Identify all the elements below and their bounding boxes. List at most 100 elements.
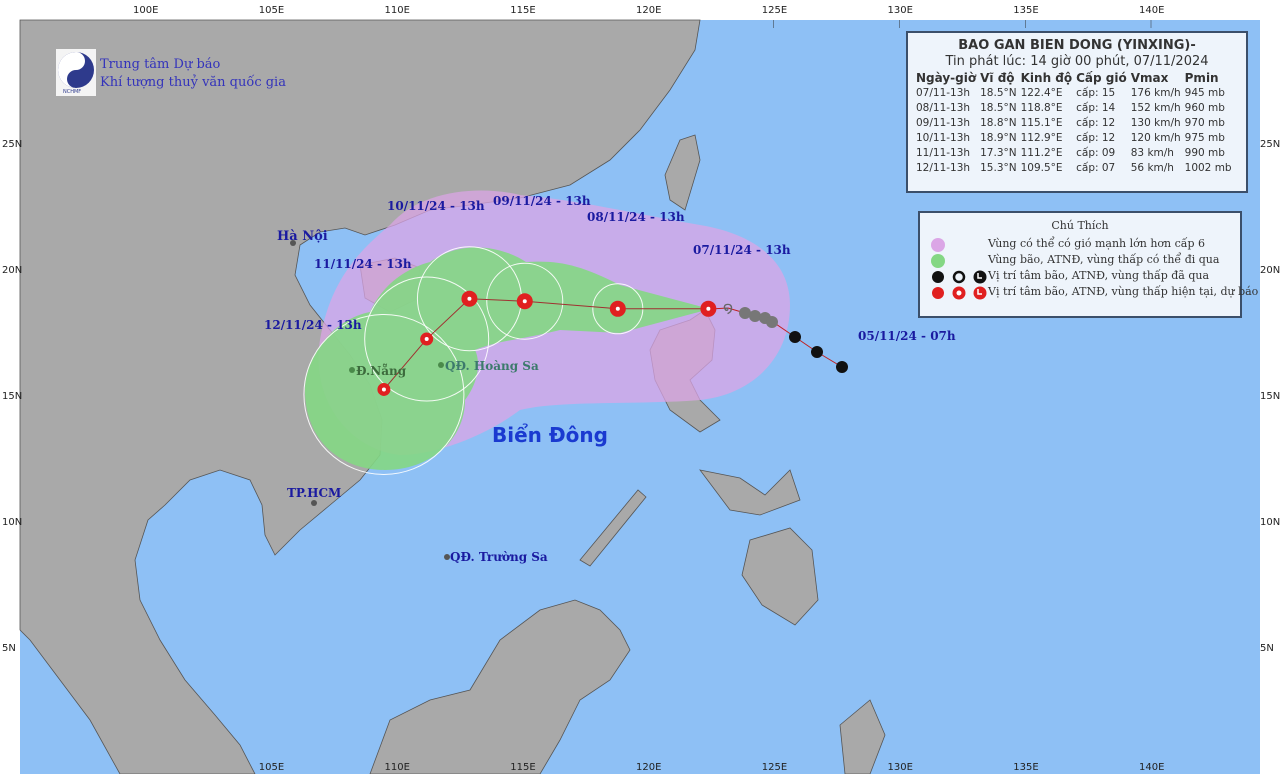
lon-label-top: 135E xyxy=(1013,5,1039,16)
past-storm-symbols-icon xyxy=(932,270,987,284)
table-cell: 11/11-13h xyxy=(916,147,971,159)
table-cell: 07/11-13h xyxy=(916,87,971,99)
table-row: 11/11-13h 17.3°N 111.2°E cấp: 09 83 km/h 990 … xyxy=(914,146,1234,161)
track-cone xyxy=(305,247,710,470)
table-cell: 945 mb xyxy=(1184,87,1225,99)
lat-label-left: 10N xyxy=(2,517,23,528)
table-cell: 83 km/h xyxy=(1130,147,1174,159)
table-header: Vĩ độ xyxy=(980,71,1015,85)
table-cell: 08/11-13h xyxy=(916,102,971,114)
label-07-11: 07/11/24 - 13h xyxy=(693,243,791,257)
lat-label-right: 20N xyxy=(1260,265,1280,276)
past-storm-icon xyxy=(789,331,801,343)
table-cell: 111.2°E xyxy=(1020,147,1063,159)
legend-panel: Chú Thích Vùng có thể có gió mạnh lớn hơ… xyxy=(918,211,1258,318)
uncertainty-circle xyxy=(364,276,490,402)
forecast-storm-icon xyxy=(377,382,391,396)
past-storm-icon xyxy=(749,310,761,322)
table-header: Kinh độ xyxy=(1020,71,1073,85)
lon-label-top: 105E xyxy=(258,5,285,16)
past-storm-icon xyxy=(739,307,751,319)
lat-label-right: 25N xyxy=(1260,139,1280,150)
table-cell: 112.9°E xyxy=(1020,132,1063,144)
organization-name: Trung tâm Dự báo Khí tượng thuỷ văn quốc… xyxy=(100,56,286,92)
uncertainty-circle xyxy=(303,313,465,475)
table-cell: 975 mb xyxy=(1184,132,1225,144)
forecast-storm-symbols-icon xyxy=(932,286,987,300)
table-row: 07/11-13h 18.5°N 122.4°E cấp: 15 176 km/h 945… xyxy=(914,86,1234,101)
lat-label-left: 15N xyxy=(2,391,23,402)
table-row: 08/11-13h 18.5°N 118.8°E cấp: 14 152 km/h 960… xyxy=(914,101,1234,116)
lat-label-left: 25N xyxy=(2,139,23,150)
lat-label-right: 15N xyxy=(1260,391,1280,402)
legend-label: Vùng bão, ATNĐ, vùng thấp có thể đi qua xyxy=(988,253,1220,266)
lat-label-right: 5N xyxy=(1260,643,1274,654)
table-header: Pmin xyxy=(1184,71,1219,85)
past-storm-icon: ໑ xyxy=(723,298,733,317)
place-hcm: TP.HCM xyxy=(287,486,342,500)
logo-badge: NCHMF xyxy=(63,89,82,95)
place-hoang-sa: QĐ. Hoàng Sa xyxy=(445,359,539,373)
mindanao xyxy=(741,527,819,626)
legend-item-past: Vị trí tâm bão, ATNĐ, vùng thấp đã qua xyxy=(920,269,1240,285)
forecast-storm-icon xyxy=(420,332,434,346)
forecast-storm-icon xyxy=(461,290,478,307)
lat-label-left: 20N xyxy=(2,265,23,276)
table-row: 09/11-13h 18.8°N 115.1°E cấp: 12 130 km/h 970… xyxy=(914,116,1234,131)
lon-label-top: 130E xyxy=(887,5,913,16)
table-cell: 09/11-13h xyxy=(916,117,971,129)
table-row: 12/11-13h 15.3°N 109.5°E cấp: 07 56 km/h 1002… xyxy=(914,161,1234,176)
lon-label-top: 110E xyxy=(384,5,410,16)
past-storm-icon xyxy=(811,346,823,358)
borneo xyxy=(369,599,631,774)
table-cell: 970 mb xyxy=(1184,117,1225,129)
org-line-2: Khí tượng thuỷ văn quốc gia xyxy=(100,75,286,90)
lon-label-top: 100E xyxy=(133,5,159,16)
palawan xyxy=(579,489,647,567)
lon-label-top: 140E xyxy=(1139,5,1165,16)
lon-label-bottom: 135E xyxy=(1013,762,1039,773)
place-truong-sa: QĐ. Trường Sa xyxy=(450,550,548,564)
table-cell: 18.5°N xyxy=(980,87,1017,99)
table-cell: cấp: 14 xyxy=(1076,102,1116,114)
legend-label: Vị trí tâm bão, ATNĐ, vùng thấp hiện tại… xyxy=(988,285,1259,298)
table-cell: 130 km/h xyxy=(1130,117,1181,129)
table-cell: cấp: 12 xyxy=(1076,132,1116,144)
nchmf-logo xyxy=(56,49,96,96)
table-cell: 56 km/h xyxy=(1130,162,1174,174)
table-cell: 1002 mb xyxy=(1184,162,1232,174)
table-header: Cấp gió xyxy=(1076,71,1127,85)
table-cell: cấp: 09 xyxy=(1076,147,1116,159)
table-header: Vmax xyxy=(1130,71,1169,85)
past-storm-icon xyxy=(836,361,848,373)
lon-label-bottom: 125E xyxy=(761,762,788,773)
label-10-11: 10/11/24 - 13h xyxy=(387,199,485,213)
table-cell: 17.3°N xyxy=(980,147,1017,159)
place-hanoi: Hà Nội xyxy=(277,229,328,244)
bulletin-panel: BAO GAN BIEN DONG (YINXING)- Tin phát lú… xyxy=(906,31,1248,193)
table-cell: 15.3°N xyxy=(980,162,1017,174)
forecast-storm-icon xyxy=(609,300,626,317)
lon-label-bottom: 110E xyxy=(384,762,410,773)
lat-label-left: 5N xyxy=(2,643,16,654)
table-cell: 120 km/h xyxy=(1130,132,1181,144)
place-bien-dong: Biển Đông xyxy=(492,423,608,447)
visayas xyxy=(699,469,801,516)
legend-label: Vùng có thể có gió mạnh lớn hơn cấp 6 xyxy=(988,237,1206,250)
lon-label-bottom: 115E xyxy=(510,762,536,773)
table-cell: 18.5°N xyxy=(980,102,1017,114)
lon-label-bottom: 140E xyxy=(1139,762,1165,773)
table-cell: 10/11-13h xyxy=(916,132,971,144)
table-cell: 990 mb xyxy=(1184,147,1225,159)
table-cell: cấp: 07 xyxy=(1076,162,1116,174)
forecast-storm-icon xyxy=(516,293,533,310)
legend-title: Chú Thích xyxy=(1051,219,1109,232)
legend-item-cone: Vùng bão, ATNĐ, vùng thấp có thể đi qua xyxy=(920,253,1240,269)
sulawesi xyxy=(839,699,886,774)
table-cell: 115.1°E xyxy=(1020,117,1063,129)
green-circle-icon xyxy=(931,254,945,268)
lon-label-bottom: 120E xyxy=(636,762,662,773)
bulletin-title: BAO GAN BIEN DONG (YINXING)- xyxy=(958,38,1196,53)
table-cell: 18.8°N xyxy=(980,117,1017,129)
city-dots xyxy=(290,240,450,560)
